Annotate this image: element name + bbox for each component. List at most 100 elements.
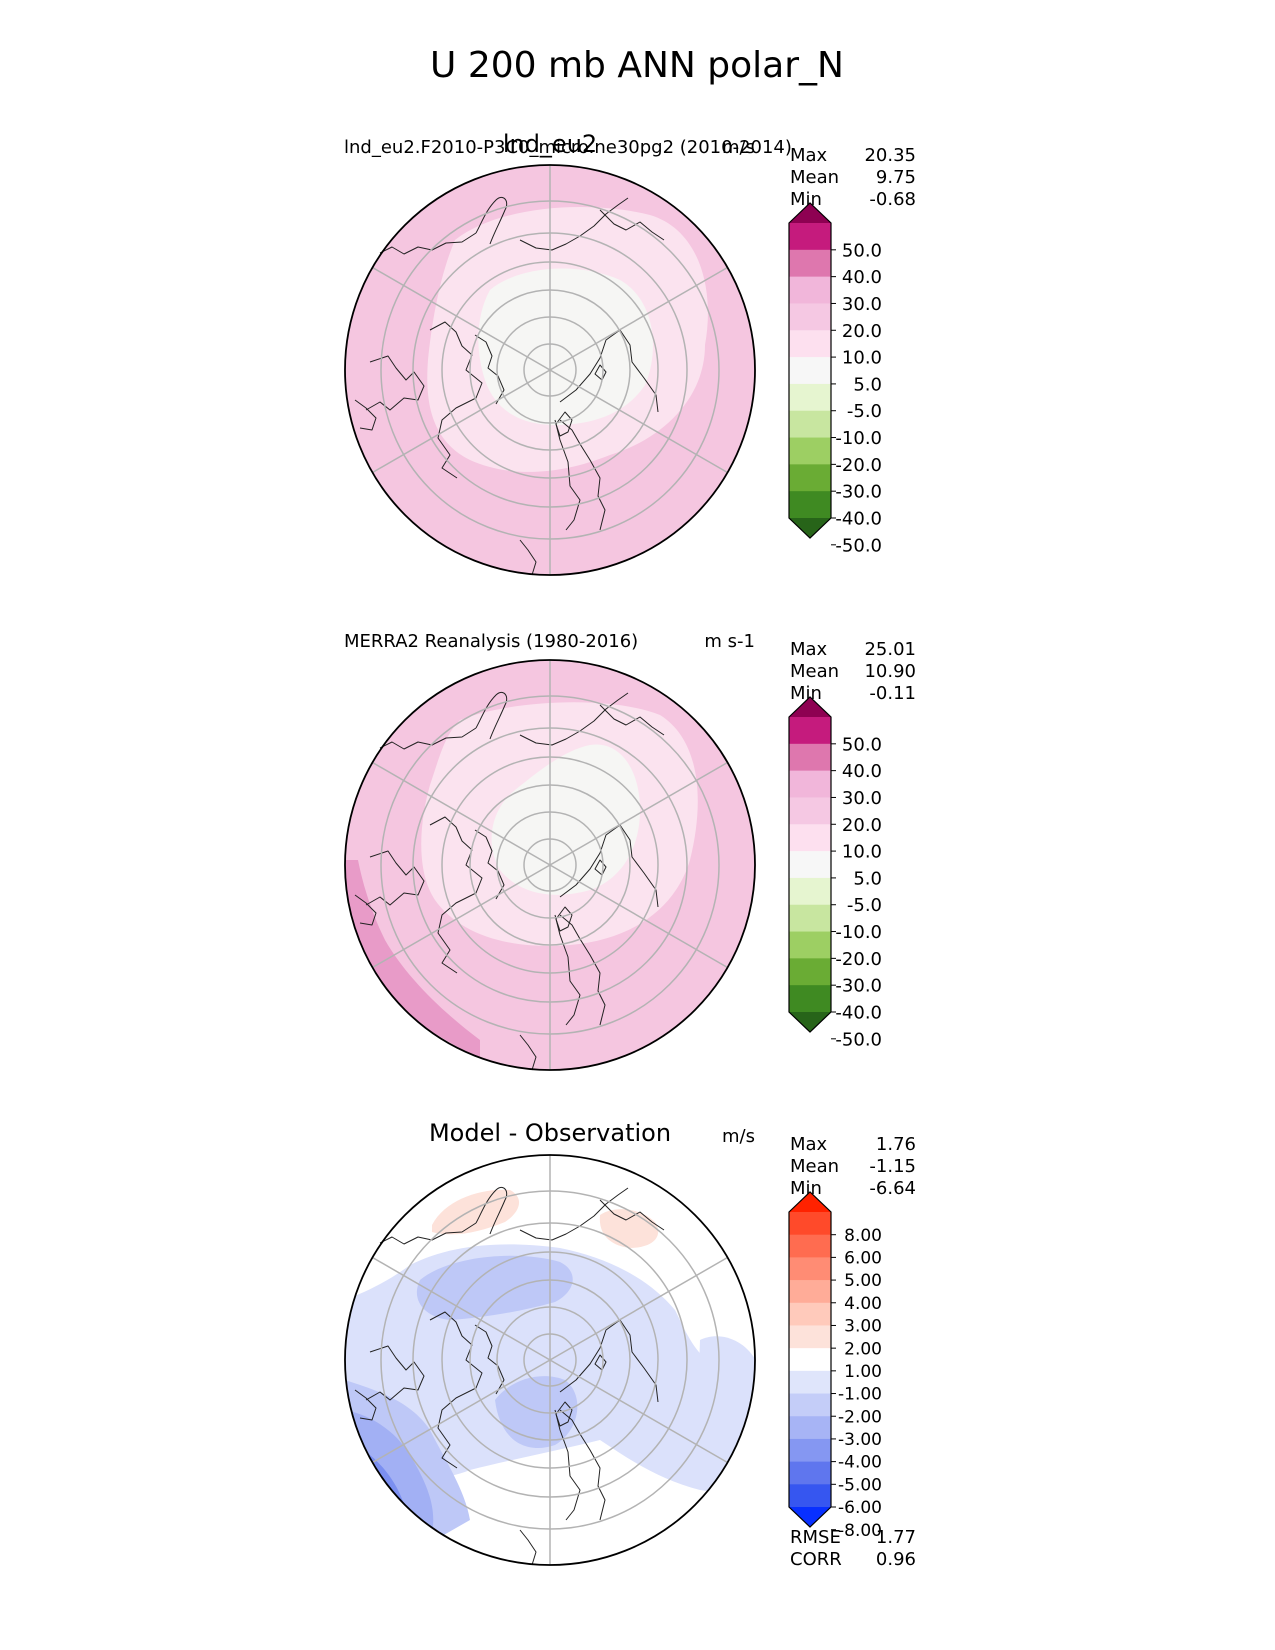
panel-obs-units: m s-1 <box>704 631 755 652</box>
colorbar-band <box>789 770 831 798</box>
colorbar-band <box>789 1348 831 1372</box>
colorbar-tick-label: -5.00 <box>838 1475 882 1495</box>
colorbar-band <box>789 904 831 933</box>
colorbar-tick-label: -3.00 <box>838 1430 882 1450</box>
colorbar-extend-top <box>789 1192 831 1212</box>
colorbar-band <box>789 1234 831 1258</box>
colorbar-band <box>789 1461 831 1485</box>
stat-label-mean: Mean <box>790 661 839 682</box>
colorbar-tick-label: 2.00 <box>844 1339 882 1359</box>
stat-value-min: -0.68 <box>869 189 916 210</box>
colorbar-band <box>789 1257 831 1281</box>
stat-label-mean: Mean <box>790 167 839 188</box>
field-level-1-2-west <box>432 1189 520 1235</box>
panel-model-center-title: lnd_eu2 <box>503 130 597 158</box>
colorbar-band <box>789 249 831 278</box>
colorbar-extend-bottom <box>789 1507 831 1527</box>
colorbar-tick-label: -5.0 <box>847 895 882 916</box>
stat-label-mean: Mean <box>790 1156 839 1177</box>
colorbar-band <box>789 1484 831 1508</box>
panel-model-graticule <box>372 165 728 575</box>
panel-obs-colorbar: 50.0 40.0 30.0 20.0 10.0 5.0 -5.0 -10.0 -20.0 -30… <box>788 696 882 1050</box>
colorbar-tick-label: -50.0 <box>835 1029 882 1050</box>
colorbar-band <box>789 491 831 519</box>
colorbar-tick-label: 30.0 <box>842 788 882 809</box>
field-level-minus6-minus5 <box>345 1470 388 1560</box>
colorbar-band <box>789 985 831 1013</box>
colorbar-tick-label: 10.0 <box>842 348 882 369</box>
colorbar-extend-top <box>789 203 831 223</box>
figure-title: U 200 mb ANN polar_N <box>430 45 844 86</box>
colorbar-band <box>789 824 831 852</box>
colorbar-tick-label: -30.0 <box>835 976 882 997</box>
colorbar-tick-label: 6.00 <box>844 1249 882 1269</box>
colorbar-tick-label: 4.00 <box>844 1294 882 1314</box>
colorbar-band <box>789 357 831 385</box>
colorbar-tick-label: 40.0 <box>842 761 882 782</box>
panel-obs: MERRA2 Reanalysis (1980-2016) m s-1 <box>344 631 916 1071</box>
colorbar-band <box>789 1393 831 1417</box>
stat-value-mean: 9.75 <box>876 167 916 188</box>
stat-value-mean: -1.15 <box>869 1156 916 1177</box>
colorbar-band <box>789 1302 831 1326</box>
colorbar-band <box>789 1325 831 1349</box>
colorbar-tick-label: 10.0 <box>842 842 882 863</box>
colorbar-tick-label: 20.0 <box>842 815 882 836</box>
field-level-minus3-minus2 <box>416 1255 573 1320</box>
stat-label-min: Min <box>790 189 822 210</box>
colorbar-tick-label: -30.0 <box>835 482 882 503</box>
panel-model: lnd_eu2 lnd_eu2.F2010-P3C0_micro.ne30pg2… <box>344 130 916 576</box>
colorbar-extend-bottom <box>789 1012 831 1032</box>
colorbar-tick-label: 3.00 <box>844 1317 882 1337</box>
stat-label-max: Max <box>790 1134 828 1155</box>
stat-label-min: Min <box>790 1178 822 1199</box>
stat-value-min: -6.64 <box>869 1178 916 1199</box>
colorbar-band <box>789 437 831 465</box>
colorbar-band <box>789 958 831 986</box>
colorbar-tick-label: 5.0 <box>853 868 882 889</box>
colorbar-tick-label: -1.00 <box>838 1385 882 1405</box>
colorbar-band <box>789 1438 831 1463</box>
stat-label-corr: CORR <box>790 1549 842 1570</box>
colorbar-tick-label: 5.00 <box>844 1271 882 1291</box>
stat-value-corr: 0.96 <box>876 1549 916 1570</box>
panel-diff: Model - Observation m/s <box>344 1119 916 1570</box>
colorbar-band <box>789 223 831 251</box>
stat-value-max: 20.35 <box>864 145 916 166</box>
field-level-minus3-minus2-c <box>495 1376 578 1448</box>
colorbar-band <box>789 1212 831 1236</box>
panel-model-left-title: lnd_eu2.F2010-P3C0_micro.ne30pg2 (2010-2… <box>344 137 792 158</box>
stat-value-rmse: 1.77 <box>876 1527 916 1548</box>
colorbar-band <box>789 1370 831 1395</box>
stat-value-mean: 10.90 <box>864 661 916 682</box>
stat-label-max: Max <box>790 639 828 660</box>
colorbar-tick-label: -4.00 <box>838 1453 882 1473</box>
colorbar-tick-label: 50.0 <box>842 734 882 755</box>
colorbar-band <box>789 383 831 412</box>
stat-label-max: Max <box>790 145 828 166</box>
panel-diff-center-title: Model - Observation <box>429 1119 671 1147</box>
stat-label-rmse: RMSE <box>790 1527 841 1548</box>
stat-value-min: -0.11 <box>869 683 916 704</box>
colorbar-tick-label: -8.00 <box>838 1521 882 1541</box>
panel-model-boundary <box>344 164 756 576</box>
colorbar-band <box>789 877 831 906</box>
colorbar-tick-label: 40.0 <box>842 267 882 288</box>
colorbar-tick-label: -6.00 <box>838 1498 882 1518</box>
panel-obs-graticule <box>372 660 728 1070</box>
colorbar-band <box>789 1416 831 1440</box>
colorbar-tick-label: -5.0 <box>847 401 882 422</box>
colorbar-tick-label: -20.0 <box>835 455 882 476</box>
stat-value-max: 25.01 <box>864 639 916 660</box>
colorbar-band <box>789 1280 831 1304</box>
colorbar-tick-label: -20.0 <box>835 949 882 970</box>
colorbar-tick-label: -10.0 <box>835 922 882 943</box>
stat-value-max: 1.76 <box>876 1134 916 1155</box>
panel-diff-stats: Max 1.76 Mean -1.15 Min -6.64 <box>790 1134 916 1199</box>
colorbar-extend-top <box>789 697 831 717</box>
panel-model-colorbar: 50.0 40.0 30.0 20.0 10.0 5.0 -5.0 -10.0 -20.0 -30… <box>788 202 882 556</box>
colorbar-band <box>789 931 831 959</box>
panel-diff-extra-stats: RMSE 1.77 CORR 0.96 <box>790 1527 916 1570</box>
panel-obs-left-title: MERRA2 Reanalysis (1980-2016) <box>344 631 638 652</box>
